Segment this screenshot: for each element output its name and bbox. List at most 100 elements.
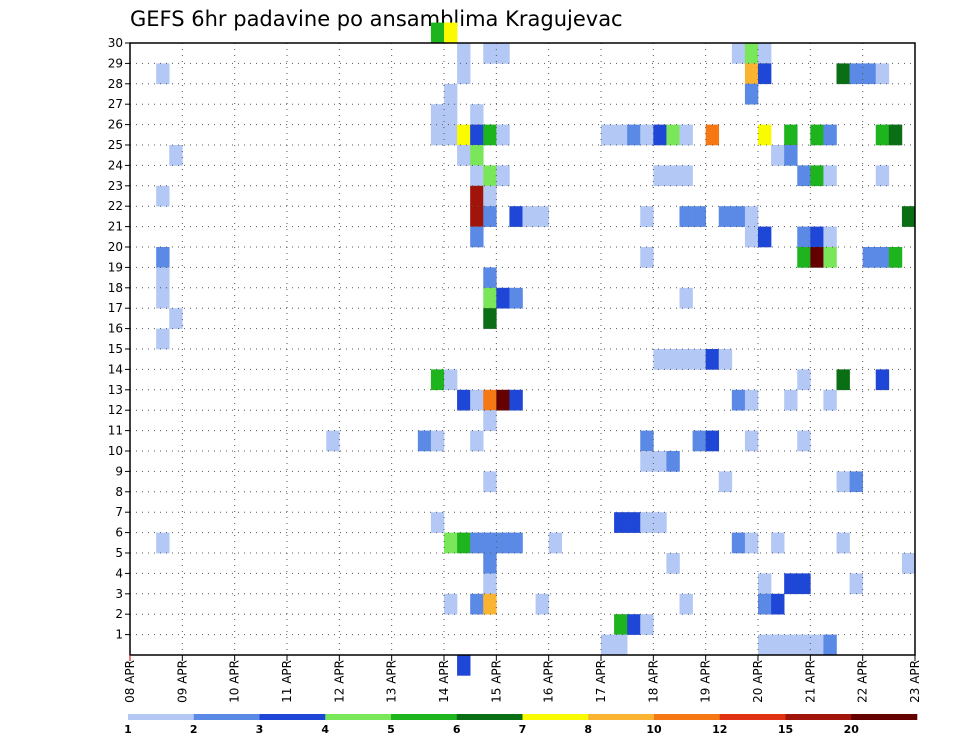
colorbar-label: 1 bbox=[124, 723, 132, 736]
heatmap-cell bbox=[875, 63, 890, 85]
heatmap-cell bbox=[901, 206, 916, 227]
heatmap-cell bbox=[692, 206, 706, 227]
heatmap-cell bbox=[718, 349, 733, 370]
heatmap-cell bbox=[666, 451, 680, 472]
heatmap-cell bbox=[483, 389, 497, 411]
y-tick-label: 15 bbox=[108, 342, 123, 356]
heatmap-cell bbox=[862, 63, 877, 85]
heatmap-cell bbox=[457, 389, 471, 411]
heatmap-cell bbox=[470, 389, 484, 411]
colorbar-label: 5 bbox=[387, 723, 395, 736]
heatmap-cell bbox=[444, 532, 458, 554]
heatmap-cell bbox=[653, 512, 667, 533]
heatmap-cell bbox=[666, 165, 680, 187]
heatmap-cell bbox=[836, 63, 850, 85]
heatmap-cell bbox=[627, 614, 641, 635]
x-tick-label: 22 APR bbox=[856, 660, 870, 703]
x-tick-label: 17 APR bbox=[594, 660, 608, 703]
y-tick-label: 10 bbox=[108, 444, 123, 458]
x-tick-label: 23 APR bbox=[908, 660, 922, 703]
y-tick-label: 29 bbox=[108, 56, 123, 70]
heatmap-cell bbox=[888, 124, 903, 146]
y-tick-label: 11 bbox=[108, 424, 123, 438]
heatmap-cell bbox=[784, 634, 798, 656]
heatmap-cell bbox=[666, 349, 680, 370]
heatmap-cell bbox=[601, 634, 615, 656]
heatmap-cell bbox=[705, 349, 720, 370]
heatmap-cell bbox=[483, 185, 497, 207]
heatmap-cell bbox=[810, 634, 824, 656]
heatmap-cell bbox=[797, 634, 811, 656]
heatmap-cell bbox=[744, 206, 759, 227]
heatmap-cell bbox=[548, 532, 563, 554]
heatmap-cell bbox=[679, 165, 693, 187]
heatmap-cell bbox=[744, 43, 759, 64]
heatmap-cell bbox=[784, 124, 798, 146]
heatmap-cell bbox=[849, 471, 863, 493]
heatmap-cell bbox=[470, 430, 484, 452]
colorbar-swatch bbox=[259, 714, 326, 720]
heatmap-cell bbox=[679, 287, 693, 309]
colorbar-swatch bbox=[719, 714, 786, 720]
y-tick-label: 5 bbox=[115, 546, 123, 560]
heatmap-cell bbox=[888, 247, 903, 268]
x-tick-label: 12 APR bbox=[332, 660, 346, 703]
colorbar-swatch bbox=[785, 714, 852, 720]
heatmap-cell bbox=[718, 471, 733, 493]
x-tick-label: 11 APR bbox=[280, 660, 294, 703]
heatmap-cell bbox=[744, 389, 759, 411]
heatmap-cell bbox=[797, 430, 811, 452]
heatmap-cell bbox=[483, 287, 497, 309]
colorbar-label: 20 bbox=[844, 723, 860, 736]
heatmap-cell bbox=[457, 63, 471, 85]
heatmap-cell bbox=[810, 165, 824, 187]
heatmap-cell bbox=[601, 124, 615, 146]
y-tick-label: 23 bbox=[108, 179, 123, 193]
heatmap-cell bbox=[444, 104, 458, 125]
y-tick-label: 16 bbox=[108, 322, 123, 336]
heatmap-cell bbox=[797, 226, 811, 248]
heatmap-cell bbox=[470, 165, 484, 187]
y-tick-label: 24 bbox=[108, 158, 123, 172]
heatmap-cell bbox=[156, 63, 170, 85]
heatmap-cell bbox=[640, 614, 654, 635]
heatmap-cell bbox=[430, 430, 445, 452]
heatmap-cell bbox=[705, 124, 720, 146]
heatmap-cell bbox=[849, 63, 863, 85]
x-tick-label: 19 APR bbox=[699, 660, 713, 703]
heatmap-cell bbox=[653, 451, 667, 472]
heatmap-cell bbox=[653, 349, 667, 370]
heatmap-cell bbox=[666, 124, 680, 146]
heatmap-cell bbox=[823, 634, 837, 656]
x-tick-label: 10 APR bbox=[228, 660, 242, 703]
colorbar-swatch bbox=[325, 714, 392, 720]
x-tick-label: 15 APR bbox=[489, 660, 503, 703]
heatmap-cell bbox=[679, 206, 693, 227]
heatmap-cell bbox=[430, 124, 445, 146]
heatmap-cell bbox=[758, 573, 772, 595]
colorbar-swatch bbox=[851, 714, 918, 720]
y-tick-label: 8 bbox=[115, 485, 123, 499]
y-tick-label: 21 bbox=[108, 220, 123, 234]
heatmap-cell bbox=[758, 43, 772, 64]
heatmap-cell bbox=[731, 532, 746, 554]
heatmap-cell bbox=[771, 532, 785, 554]
heatmap-cell bbox=[744, 83, 759, 105]
heatmap-cell bbox=[758, 226, 772, 248]
y-tick-label: 1 bbox=[115, 628, 123, 642]
colorbar-swatch bbox=[391, 714, 458, 720]
heatmap-cell bbox=[470, 145, 484, 166]
heatmap-cell bbox=[640, 124, 654, 146]
heatmap-cell bbox=[496, 389, 510, 411]
heatmap-cell bbox=[496, 43, 510, 64]
y-tick-label: 27 bbox=[108, 97, 123, 111]
y-tick-label: 30 bbox=[108, 36, 123, 50]
heatmap-cell bbox=[849, 573, 863, 595]
colorbar-swatch bbox=[522, 714, 589, 720]
y-tick-label: 3 bbox=[115, 587, 123, 601]
colorbar-label: 6 bbox=[453, 723, 461, 736]
heatmap-cell bbox=[705, 430, 720, 452]
heatmap-cell bbox=[444, 593, 458, 615]
heatmap-cell bbox=[653, 165, 667, 187]
